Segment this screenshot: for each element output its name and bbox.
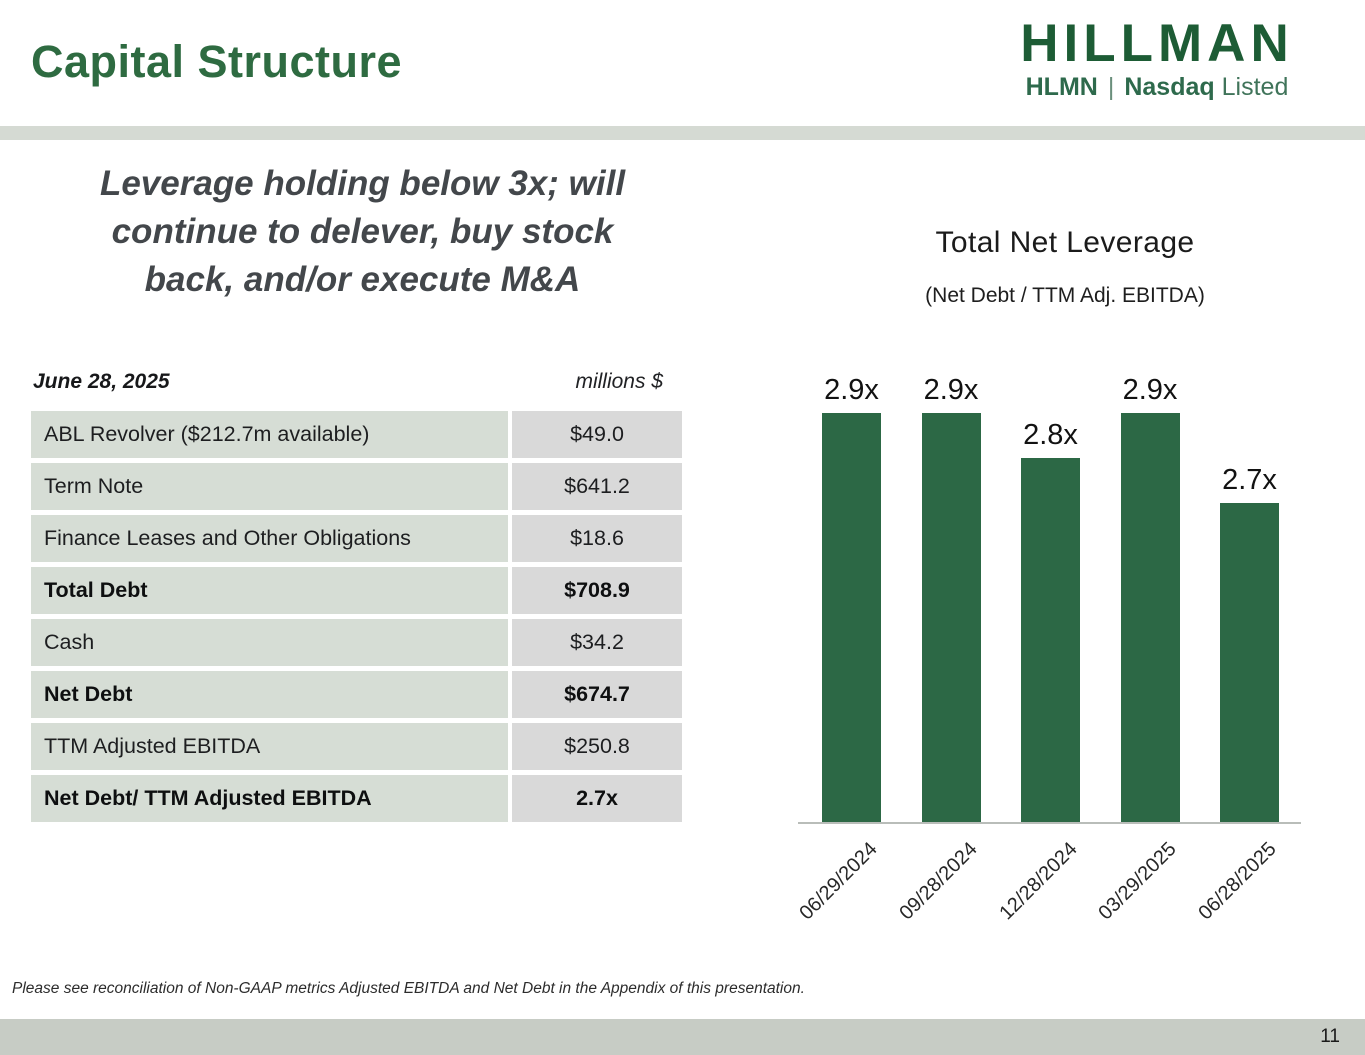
table-row-value: 2.7x [512, 775, 682, 822]
hillman-wordmark: HILLMAN [1020, 14, 1294, 73]
bar [822, 413, 881, 822]
table-row-value: $18.6 [512, 515, 682, 562]
nasdaq-label: Nasdaq [1124, 73, 1215, 101]
table-units-header: millions $ [575, 370, 663, 393]
table-row-value: $708.9 [512, 567, 682, 614]
table-row-label: Net Debt/ TTM Adjusted EBITDA [31, 775, 508, 822]
hillman-logo: HILLMAN HLMN | Nasdaq Listed [982, 16, 1332, 102]
table-header: June 28, 2025 millions $ [33, 370, 681, 394]
chart-title: Total Net Leverage [935, 226, 1195, 259]
ticker-label: HLMN [1025, 73, 1098, 101]
table-row-value: $49.0 [512, 411, 682, 458]
bar-value-label: 2.8x [1023, 419, 1078, 451]
bar [1021, 458, 1080, 822]
bar-value-label: 2.9x [824, 374, 879, 406]
bar-group: 2.8x [1021, 419, 1080, 822]
headline-line-3: back, and/or execute M&A [144, 260, 581, 299]
table-row-label: Total Debt [31, 567, 508, 614]
bar [1120, 413, 1180, 822]
x-axis-label: 09/28/2024 [895, 838, 982, 925]
bar-value-label: 2.9x [1122, 374, 1178, 406]
table-row-value: $250.8 [512, 723, 682, 770]
hillman-logo-subline: HLMN | Nasdaq Listed [982, 73, 1332, 102]
x-axis-label: 06/29/2024 [795, 838, 882, 925]
table-row-label: Term Note [31, 463, 508, 510]
header-divider [0, 126, 1365, 140]
page-number: 11 [1320, 1026, 1340, 1047]
table-row-label: Net Debt [31, 671, 508, 718]
table-row-label: ABL Revolver ($212.7m available) [31, 411, 508, 458]
table-date-header: June 28, 2025 [33, 370, 170, 393]
table-row-value: $641.2 [512, 463, 682, 510]
table-row-label: Finance Leases and Other Obligations [31, 515, 508, 562]
x-axis-label: 03/29/2025 [1094, 838, 1181, 925]
footnote: Please see reconciliation of Non-GAAP me… [12, 980, 805, 997]
capital-structure-table: ABL Revolver ($212.7m available) $49.0 Ter… [31, 411, 682, 822]
chart-subtitle: (Net Debt / TTM Adj. EBITDA) [925, 284, 1205, 307]
bar-group: 2.9x [921, 374, 981, 822]
listed-label: Listed [1221, 73, 1289, 101]
bar-group: 2.9x [822, 374, 881, 822]
table-row-label: Cash [31, 619, 508, 666]
headline-line-1: Leverage holding below 3x; will [99, 164, 626, 203]
x-axis-label: 06/28/2025 [1194, 838, 1281, 925]
headline: Leverage holding below 3x; will continue… [30, 160, 695, 304]
bar-group: 2.9x [1120, 374, 1180, 822]
x-axis-label: 12/28/2024 [995, 838, 1082, 925]
x-axis-line [798, 822, 1301, 824]
table-row-value: $674.7 [512, 671, 682, 718]
bar-chart-plot-area: 2.9x 2.9x 2.8x 2.9x 2.7x [800, 367, 1300, 822]
bar [921, 413, 981, 822]
table-row-label: TTM Adjusted EBITDA [31, 723, 508, 770]
bar-group: 2.7x [1220, 464, 1279, 822]
bottom-bar: 11 [0, 1019, 1365, 1055]
logo-separator: | [1107, 73, 1115, 101]
bar-value-label: 2.9x [923, 374, 979, 406]
table-row-value: $34.2 [512, 619, 682, 666]
bar [1220, 503, 1279, 822]
headline-line-2: continue to delever, buy stock [111, 212, 614, 251]
bar-value-label: 2.7x [1222, 464, 1277, 496]
page-title: Capital Structure [31, 36, 403, 87]
